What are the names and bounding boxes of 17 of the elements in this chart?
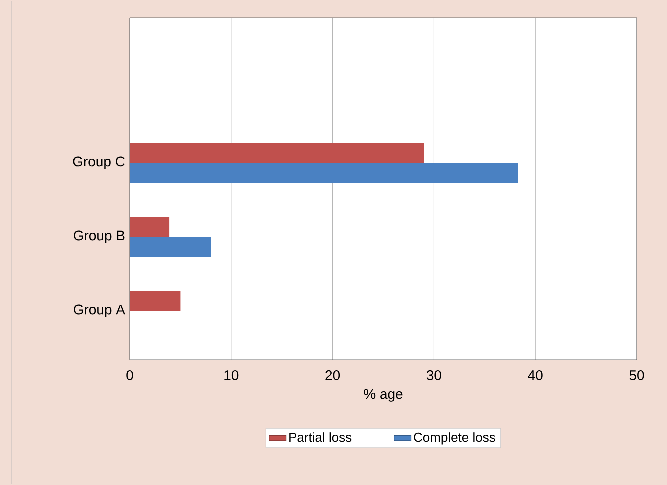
x-tick-label: 0 <box>126 370 134 380</box>
y-tick-label: Group C <box>73 156 125 170</box>
x-tick-label: 40 <box>528 370 543 380</box>
bar <box>130 143 424 164</box>
x-tick-label: 50 <box>630 370 644 380</box>
x-tick-label: 20 <box>326 370 340 380</box>
x-tick-label: 10 <box>224 370 239 380</box>
bar <box>130 163 518 184</box>
bar <box>130 291 181 312</box>
bar <box>130 237 212 258</box>
legend-label: Complete loss <box>414 432 496 445</box>
y-tick-label: Group B <box>74 230 125 244</box>
bar <box>130 217 170 238</box>
x-axis-title: % age <box>364 389 403 402</box>
legend-label: Partial loss <box>290 432 352 442</box>
x-tick-label: 30 <box>426 370 442 380</box>
y-tick-label: Group A <box>74 304 126 318</box>
